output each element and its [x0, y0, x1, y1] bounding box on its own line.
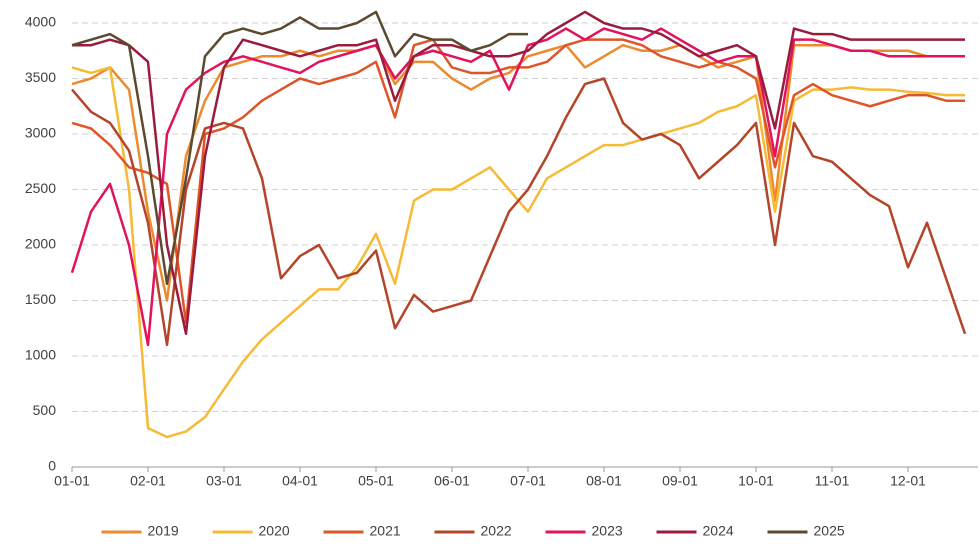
legend-label: 2024 — [703, 523, 734, 539]
x-tick-label: 10-01 — [738, 473, 774, 489]
x-tick-label: 03-01 — [206, 473, 242, 489]
series-line — [71, 38, 965, 324]
y-tick-label: 2000 — [25, 236, 56, 252]
x-tick-label: 01-01 — [54, 473, 90, 489]
series-line — [71, 10, 528, 286]
x-tick-label: 06-01 — [434, 473, 470, 489]
legend-label: 2023 — [592, 523, 623, 539]
x-tick-label: 04-01 — [282, 473, 318, 489]
y-tick-label: 0 — [48, 458, 56, 474]
series-line — [71, 43, 965, 302]
legend-label: 2019 — [148, 523, 179, 539]
series-line — [71, 66, 965, 439]
legend-label: 2020 — [259, 523, 290, 539]
x-tick-label: 02-01 — [130, 473, 166, 489]
x-tick-label: 11-01 — [815, 473, 850, 489]
legend-label: 2021 — [370, 523, 401, 539]
y-tick-label: 3500 — [25, 69, 56, 85]
x-tick-label: 12-01 — [890, 473, 926, 489]
x-tick-label: 09-01 — [662, 473, 698, 489]
y-tick-label: 1500 — [25, 291, 56, 307]
y-tick-label: 2500 — [25, 180, 56, 196]
x-tick-label: 05-01 — [358, 473, 394, 489]
y-tick-label: 4000 — [25, 14, 56, 30]
series-line — [72, 10, 965, 336]
series-line — [71, 77, 967, 347]
y-tick-label: 500 — [33, 402, 57, 418]
y-tick-label: 3000 — [25, 125, 56, 141]
series-line — [70, 27, 965, 347]
y-tick-label: 1000 — [25, 347, 56, 363]
legend-label: 2022 — [481, 523, 512, 539]
x-tick-label: 07-01 — [510, 473, 546, 489]
legend-label: 2025 — [814, 523, 845, 539]
x-tick-label: 08-01 — [586, 473, 622, 489]
